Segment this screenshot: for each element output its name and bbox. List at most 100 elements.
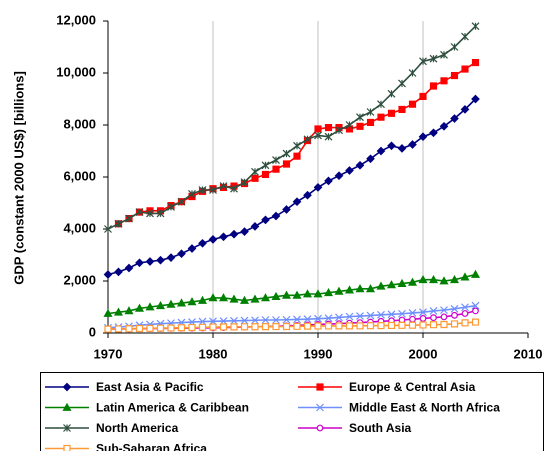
marker	[104, 325, 112, 333]
marker	[376, 281, 386, 290]
marker	[229, 294, 239, 303]
marker	[428, 274, 439, 284]
marker	[407, 277, 418, 286]
marker	[398, 309, 406, 318]
marker	[261, 323, 270, 331]
marker	[461, 310, 469, 317]
marker	[261, 161, 270, 170]
marker	[156, 324, 165, 332]
marker	[135, 208, 144, 217]
marker	[355, 160, 365, 170]
series-line	[107, 304, 476, 329]
marker	[198, 238, 207, 248]
series-line	[107, 25, 477, 230]
marker	[324, 176, 333, 186]
marker	[387, 89, 396, 98]
marker	[418, 274, 428, 284]
marker	[177, 197, 186, 206]
marker	[251, 323, 259, 331]
marker	[282, 149, 291, 158]
marker	[386, 280, 397, 289]
marker	[316, 424, 324, 432]
marker	[335, 322, 343, 330]
marker	[124, 263, 134, 273]
marker	[282, 315, 291, 324]
marker	[408, 69, 417, 77]
marker	[472, 307, 479, 315]
marker	[397, 278, 407, 287]
marker	[408, 100, 417, 108]
marker	[387, 109, 396, 117]
marker	[439, 121, 449, 131]
marker	[293, 322, 301, 330]
marker	[198, 186, 207, 194]
marker	[324, 124, 333, 132]
marker	[398, 321, 406, 329]
marker	[398, 79, 406, 88]
marker	[398, 105, 406, 113]
marker	[356, 322, 364, 330]
marker	[397, 144, 407, 153]
marker	[166, 299, 176, 308]
marker	[408, 309, 417, 317]
marker	[356, 122, 364, 130]
marker	[460, 272, 470, 281]
marker	[440, 313, 448, 321]
marker	[146, 209, 154, 218]
marker	[461, 303, 469, 312]
marker	[188, 189, 196, 198]
y-tick-label: 2,000	[63, 272, 96, 287]
marker	[272, 323, 280, 331]
marker	[419, 321, 427, 329]
marker	[155, 300, 166, 310]
marker	[365, 284, 376, 293]
marker	[314, 314, 322, 323]
y-tick-label: 6,000	[63, 168, 96, 183]
x-tick-label: 2010	[514, 346, 543, 361]
marker	[250, 222, 260, 231]
legend-label: East Asia & Pacific	[96, 380, 204, 394]
marker	[176, 298, 187, 307]
marker	[219, 323, 228, 331]
marker	[156, 209, 165, 218]
marker	[134, 303, 145, 312]
marker	[430, 314, 437, 322]
marker	[62, 402, 72, 411]
marker	[272, 316, 280, 324]
marker	[292, 197, 302, 207]
marker	[316, 383, 324, 391]
marker	[240, 227, 249, 236]
marker	[314, 125, 322, 133]
marker	[345, 312, 354, 321]
marker	[271, 291, 281, 300]
legend: East Asia & Pacific Europe & Central Asia…	[40, 372, 544, 451]
marker	[314, 131, 322, 140]
marker	[470, 269, 481, 278]
marker	[303, 190, 312, 200]
marker	[335, 313, 343, 322]
marker	[334, 171, 344, 181]
marker	[409, 315, 416, 323]
marker	[166, 253, 176, 262]
marker	[316, 403, 324, 412]
marker	[419, 315, 427, 322]
marker	[261, 215, 270, 225]
marker	[114, 267, 123, 277]
marker	[272, 165, 280, 173]
marker	[146, 324, 154, 332]
marker	[219, 232, 228, 242]
marker	[292, 290, 302, 299]
marker	[440, 50, 448, 59]
marker	[323, 287, 334, 297]
series-line	[107, 98, 477, 276]
marker	[377, 100, 385, 109]
marker	[334, 286, 344, 295]
marker	[345, 322, 354, 330]
marker	[251, 174, 259, 182]
marker	[251, 316, 259, 325]
marker	[303, 315, 312, 324]
marker	[471, 94, 480, 104]
marker	[419, 57, 427, 66]
marker	[471, 59, 480, 67]
marker	[63, 444, 71, 451]
